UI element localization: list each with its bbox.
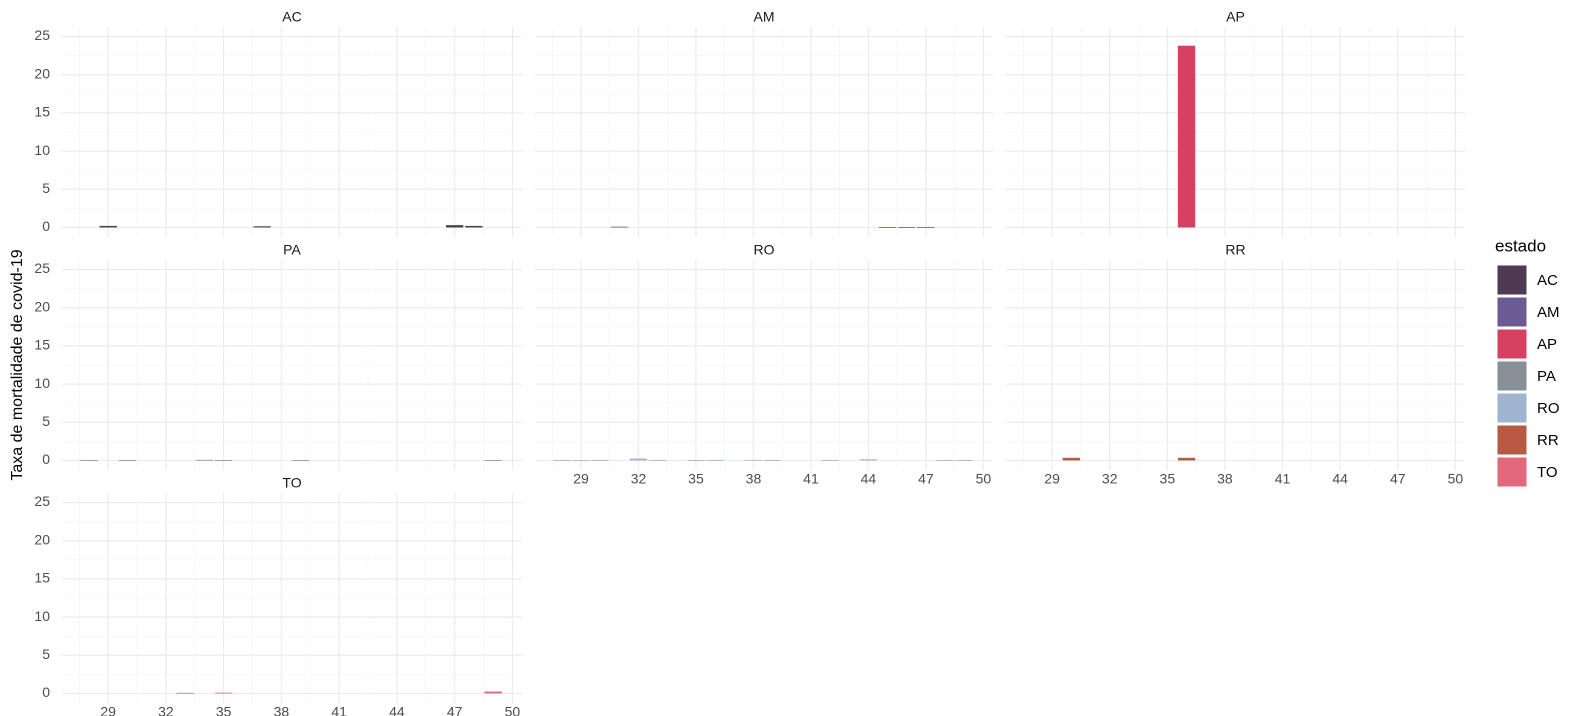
bar <box>706 460 724 461</box>
x-tick-label: 35 <box>688 471 704 487</box>
y-tick-label: 5 <box>42 646 50 662</box>
x-tick-label: 38 <box>1217 471 1233 487</box>
y-tick-label: 10 <box>34 142 50 158</box>
y-tick-label: 15 <box>34 337 50 353</box>
bar <box>215 460 233 461</box>
y-tick-label: 20 <box>34 65 50 81</box>
y-tick-label: 5 <box>42 413 50 429</box>
bar <box>484 460 502 462</box>
bar <box>955 460 973 461</box>
x-tick-label: 44 <box>389 704 405 716</box>
y-tick-label: 0 <box>42 451 50 467</box>
bar <box>215 692 233 694</box>
legend-key <box>1496 328 1528 360</box>
x-tick-label: 41 <box>1275 471 1291 487</box>
legend-label: PA <box>1537 368 1556 385</box>
x-tick-label: 38 <box>746 471 762 487</box>
legend-key <box>1496 296 1528 328</box>
legend-key <box>1496 456 1528 488</box>
bar <box>195 459 214 461</box>
x-tick-label: 44 <box>861 471 877 487</box>
x-tick-label: 41 <box>803 471 819 487</box>
y-tick-label: 0 <box>42 684 50 700</box>
x-tick-label: 47 <box>1390 471 1406 487</box>
x-tick-label: 50 <box>505 704 521 716</box>
bar <box>1177 45 1196 228</box>
x-tick-label: 29 <box>573 471 589 487</box>
legend-label: AM <box>1537 304 1560 321</box>
x-tick-label: 41 <box>331 704 347 716</box>
y-tick-label: 15 <box>34 570 50 586</box>
y-tick-label: 15 <box>34 104 50 120</box>
facet-title: RO <box>754 242 775 258</box>
bar <box>821 460 839 461</box>
legend-key <box>1496 360 1528 392</box>
facet-title: AM <box>754 9 775 25</box>
bar <box>572 460 590 461</box>
y-tick-label: 20 <box>34 531 50 547</box>
legend-label: AC <box>1537 272 1558 289</box>
x-tick-label: 35 <box>216 704 232 716</box>
x-tick-label: 29 <box>100 704 116 716</box>
y-tick-label: 0 <box>42 218 50 234</box>
bar <box>292 460 310 462</box>
x-tick-label: 32 <box>631 471 647 487</box>
x-tick-label: 29 <box>1044 471 1060 487</box>
bar <box>176 692 194 694</box>
y-tick-label: 25 <box>34 27 50 43</box>
bar <box>1062 457 1080 461</box>
bar <box>744 459 763 461</box>
facet-title: AC <box>282 9 301 25</box>
legend-key <box>1496 392 1528 424</box>
bar <box>859 459 878 461</box>
bar <box>917 227 935 228</box>
facet-title: TO <box>282 475 301 491</box>
x-tick-label: 32 <box>1102 471 1118 487</box>
y-tick-label: 25 <box>34 493 50 509</box>
bar <box>1177 457 1196 461</box>
x-tick-label: 47 <box>447 704 463 716</box>
x-tick-label: 50 <box>1448 471 1464 487</box>
bar <box>936 460 954 461</box>
facet-title: AP <box>1226 9 1245 25</box>
bar <box>687 460 705 461</box>
bar <box>118 460 137 461</box>
y-tick-label: 25 <box>34 260 50 276</box>
bar <box>484 691 502 694</box>
bar <box>610 226 628 228</box>
y-tick-label: 10 <box>34 375 50 391</box>
x-tick-label: 35 <box>1160 471 1176 487</box>
bar <box>553 460 571 461</box>
bar <box>99 225 117 228</box>
bar <box>878 227 897 228</box>
bar <box>445 225 464 228</box>
x-tick-label: 32 <box>158 704 174 716</box>
bar <box>629 458 648 461</box>
bar <box>591 460 609 461</box>
x-tick-label: 47 <box>918 471 934 487</box>
legend-label: RR <box>1537 432 1559 449</box>
legend-label: AP <box>1537 336 1557 353</box>
legend-label: RO <box>1537 400 1560 417</box>
y-tick-label: 5 <box>42 180 50 196</box>
facet-title: RR <box>1225 242 1245 258</box>
facet-title: PA <box>283 242 301 258</box>
x-tick-label: 38 <box>274 704 290 716</box>
x-tick-label: 50 <box>976 471 992 487</box>
legend-label: TO <box>1537 464 1558 481</box>
bar <box>898 227 916 228</box>
x-tick-label: 44 <box>1332 471 1348 487</box>
bar <box>649 460 667 461</box>
legend-key <box>1496 424 1528 456</box>
y-axis-label: Taxa de mortalidade de covid-19 <box>9 249 26 480</box>
y-tick-label: 10 <box>34 608 50 624</box>
y-tick-label: 20 <box>34 298 50 314</box>
bar <box>80 460 98 461</box>
bar <box>764 460 782 461</box>
legend-key <box>1496 264 1528 296</box>
bar <box>253 226 271 228</box>
bar <box>465 225 483 228</box>
legend-title: estado <box>1495 236 1546 255</box>
